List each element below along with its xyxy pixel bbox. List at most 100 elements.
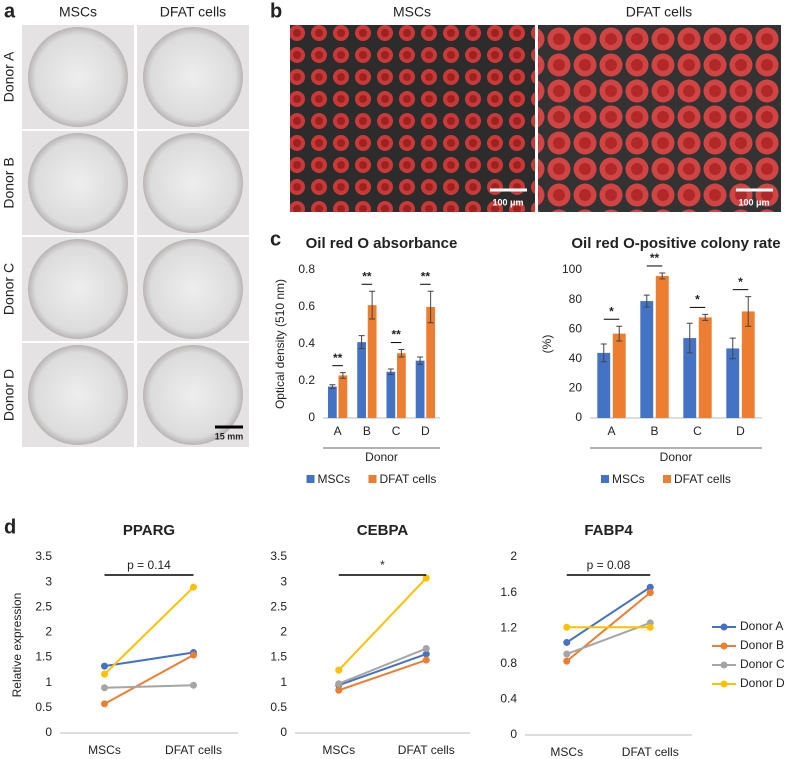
column-header: MSCs [393, 4, 431, 20]
bar [338, 375, 348, 418]
photo [22, 131, 134, 235]
y-tick-label: 3.5 [270, 549, 287, 563]
point [335, 680, 343, 688]
series-line [103, 586, 195, 675]
point [190, 583, 197, 591]
legend-label: DFAT cells [674, 472, 731, 486]
bar [597, 352, 611, 418]
y-tick-label: 0.5 [35, 700, 52, 714]
y-tick-label: 0.5 [270, 700, 287, 714]
series-line [104, 654, 194, 705]
chart-title: Oil red O-positive colony rate [571, 235, 780, 252]
y-axis-label: Optical density (510 nm) [273, 279, 287, 409]
x-tick-label: B [650, 424, 658, 438]
series-line [104, 684, 194, 689]
legend-marker [720, 623, 728, 631]
photo [22, 25, 134, 129]
legend-marker [720, 661, 728, 669]
y-tick-label: 0.8 [500, 656, 517, 670]
point [101, 700, 108, 708]
panel-label: d [4, 516, 16, 538]
bracket-label: p = 0.14 [127, 558, 171, 572]
y-tick-label: 40 [569, 351, 583, 365]
point [646, 623, 654, 631]
plate-photos [22, 25, 249, 447]
error-bar [398, 349, 405, 358]
legend-label: DFAT cells [380, 472, 437, 486]
x-tick-label: DFAT cells [622, 745, 679, 759]
x-tick-label: B [363, 424, 371, 438]
legend-swatch [368, 475, 377, 483]
y-tick-label: 20 [569, 381, 583, 395]
bar [726, 348, 740, 418]
bar [397, 353, 406, 418]
x-tick-label: A [607, 424, 615, 438]
point [646, 589, 654, 597]
y-tick-label: 0 [510, 727, 517, 741]
series-line [566, 586, 651, 644]
photo [137, 25, 249, 129]
series-line [338, 647, 427, 685]
y-tick-label: 0 [308, 410, 315, 424]
legend-label: Donor C [740, 657, 785, 671]
x-axis-label: Donor [365, 450, 398, 464]
point [335, 686, 343, 694]
bar [741, 311, 755, 418]
bar [426, 307, 436, 418]
legend-label: Donor D [740, 676, 785, 690]
column-header: DFAT cells [626, 4, 692, 20]
x-tick-label: C [392, 424, 401, 438]
error-bar [745, 296, 752, 327]
bar [327, 386, 337, 418]
point [563, 623, 571, 631]
error-bar [686, 322, 693, 354]
y-tick-label: 1.5 [35, 650, 52, 664]
y-tick-label: 0 [45, 725, 52, 739]
bar [612, 333, 626, 418]
point [422, 656, 430, 664]
chart-title: CEBPA [357, 522, 409, 539]
y-tick-label: 80 [569, 292, 583, 306]
error-bar [729, 337, 736, 360]
error-bar [339, 372, 346, 379]
bar [655, 275, 669, 418]
x-tick-label: C [693, 424, 702, 438]
point [563, 657, 571, 665]
error-bar [369, 290, 376, 320]
point [101, 662, 108, 670]
error-bar [387, 368, 394, 376]
y-tick-label: 1.2 [500, 620, 517, 634]
error-bar [616, 325, 623, 342]
point [563, 638, 571, 646]
y-axis-label: Relative expression [10, 593, 24, 698]
point [422, 574, 430, 582]
bar [640, 301, 654, 418]
significance: * [738, 275, 743, 289]
bar [683, 338, 697, 418]
micrograph [290, 25, 535, 212]
error-bar [659, 272, 666, 280]
point [101, 670, 108, 678]
legend-swatch [663, 475, 671, 483]
significance: ** [362, 269, 372, 283]
significance: ** [421, 269, 431, 283]
y-tick-label: 0.6 [298, 299, 315, 313]
point [101, 684, 108, 692]
y-tick-label: 60 [569, 321, 583, 335]
y-tick-label: 0.8 [298, 262, 315, 276]
legend-label: Donor B [740, 638, 784, 652]
point [422, 645, 430, 653]
chart-title: FABP4 [584, 522, 633, 539]
significance: * [609, 304, 614, 318]
series-line [104, 651, 194, 668]
row-header: Donor D [1, 369, 17, 421]
error-bar [417, 356, 424, 365]
legend-label: MSCs [612, 472, 645, 486]
x-tick-label: MSCs [322, 743, 355, 757]
scale-label: 15 mm [215, 431, 244, 441]
point [646, 583, 654, 591]
column-header: DFAT cells [160, 4, 226, 20]
error-bar [702, 313, 709, 321]
y-tick-label: 0 [575, 410, 582, 424]
legend-swatch [601, 475, 609, 483]
